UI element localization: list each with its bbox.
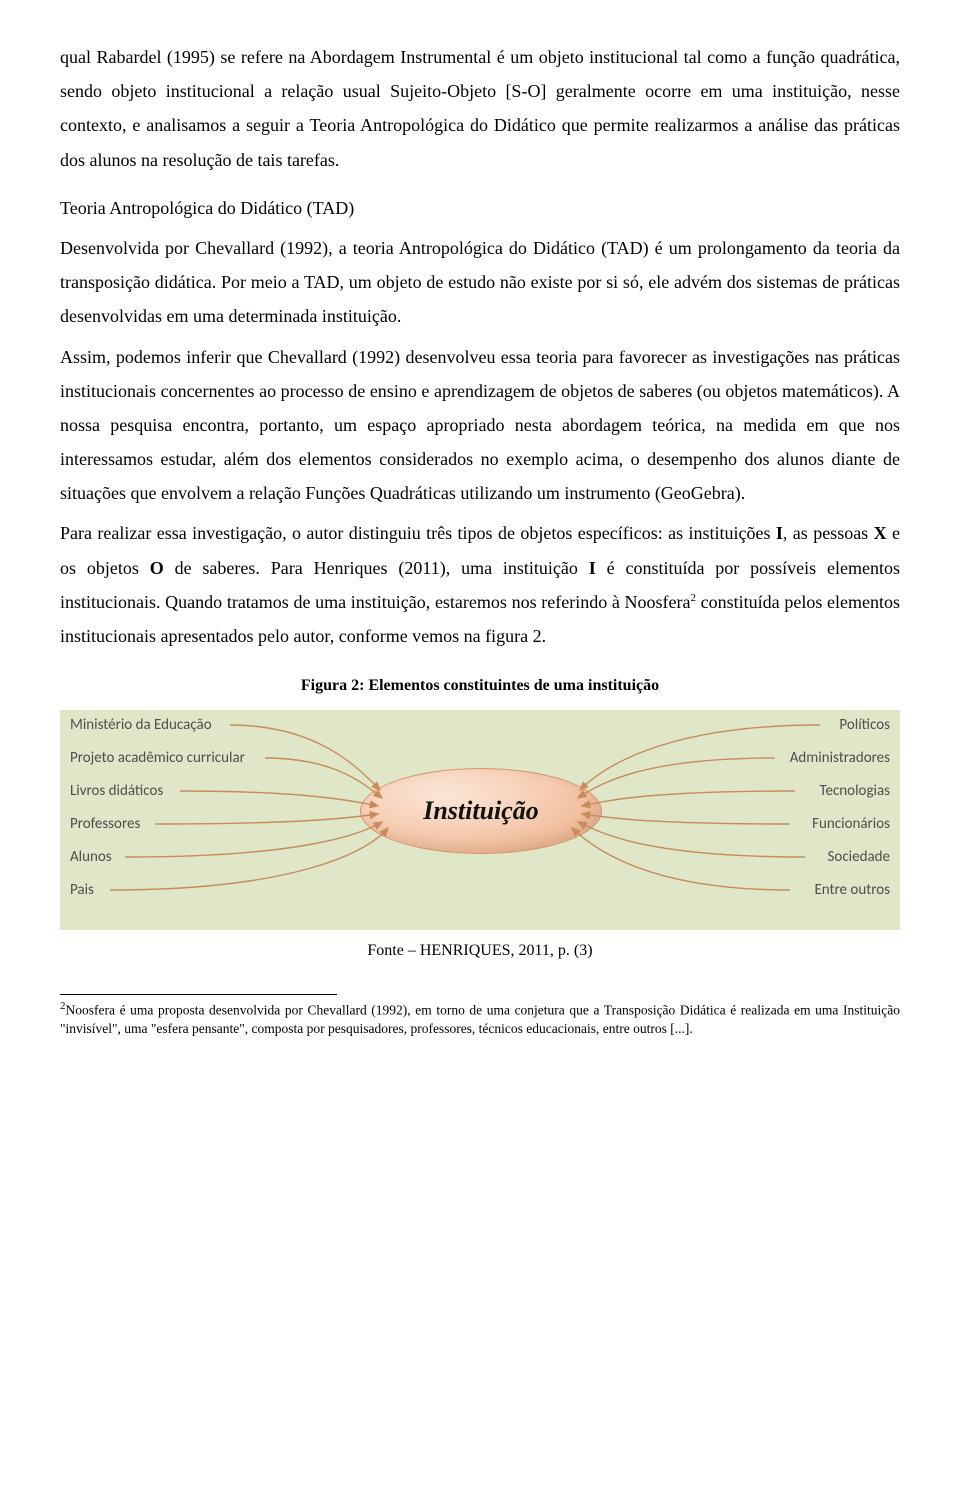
p4-bold-I: I <box>776 523 783 543</box>
right-item-5: Entre outros <box>790 883 890 898</box>
diagram-left-column: Ministério da Educação Projeto acadêmico… <box>70 718 245 916</box>
figure-diagram: Ministério da Educação Projeto acadêmico… <box>60 710 900 930</box>
diagram-right-column: Políticos Administradores Tecnologias Fu… <box>790 718 890 916</box>
paragraph-2: Desenvolvida por Chevallard (1992), a te… <box>60 231 900 334</box>
right-item-4: Sociedade <box>790 850 890 865</box>
left-item-5: Pais <box>70 883 245 898</box>
left-item-1: Projeto acadêmico curricular <box>70 751 245 766</box>
ellipse-label: Instituição <box>423 786 539 835</box>
paragraph-intro: qual Rabardel (1995) se refere na Aborda… <box>60 40 900 177</box>
figure-source: Fonte – HENRIQUES, 2011, p. (3) <box>60 936 900 966</box>
paragraph-3: Assim, podemos inferir que Chevallard (1… <box>60 340 900 511</box>
p4-bold-X: X <box>874 523 887 543</box>
figure-caption: Figura 2: Elementos constituintes de uma… <box>60 671 900 701</box>
footnote-text: Noosfera é uma proposta desenvolvida por… <box>60 1002 900 1035</box>
p4-bold-O: O <box>150 558 164 578</box>
footnote-separator <box>60 994 337 995</box>
right-item-1: Administradores <box>790 751 890 766</box>
left-item-2: Livros didáticos <box>70 784 245 799</box>
section-title-tad: Teoria Antropológica do Didático (TAD) <box>60 191 900 225</box>
p4-bold-I2: I <box>589 558 596 578</box>
right-item-2: Tecnologias <box>790 784 890 799</box>
left-item-0: Ministério da Educação <box>70 718 245 733</box>
p4-text-b: , as pessoas <box>783 523 874 543</box>
right-item-0: Políticos <box>790 718 890 733</box>
left-item-3: Professores <box>70 817 245 832</box>
p4-text-a: Para realizar essa investigação, o autor… <box>60 523 776 543</box>
paragraph-4: Para realizar essa investigação, o autor… <box>60 516 900 653</box>
right-item-3: Funcionários <box>790 817 890 832</box>
diagram-center-ellipse: Instituição <box>360 768 600 852</box>
left-item-4: Alunos <box>70 850 245 865</box>
p4-text-d: de saberes. Para Henriques (2011), uma i… <box>164 558 589 578</box>
footnote-2: 2Noosfera é uma proposta desenvolvida po… <box>60 999 900 1038</box>
